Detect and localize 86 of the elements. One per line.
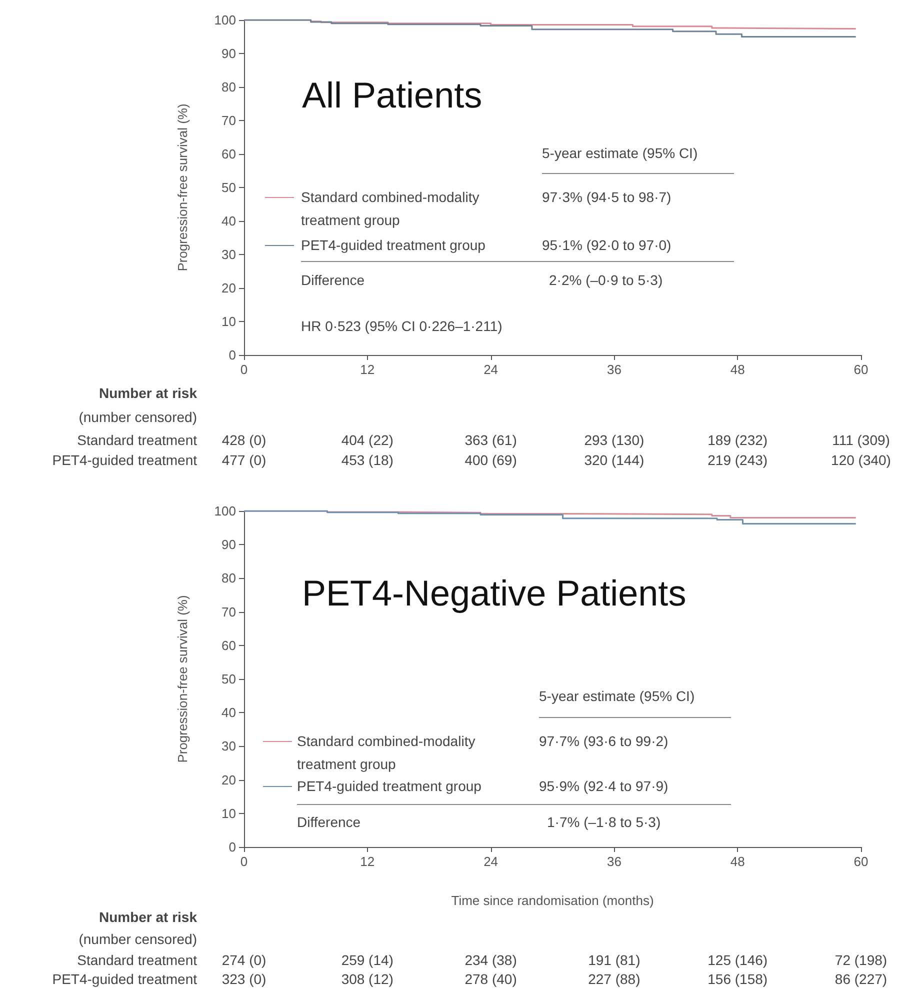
text: 404 (22)	[341, 431, 394, 449]
legend-label: Standard combined-modality treatment group	[301, 188, 480, 230]
text: Number at risk	[98, 908, 197, 926]
text: 428 (0)	[222, 431, 266, 449]
text: 125 (146)	[708, 951, 768, 969]
x-tick-label: 60	[854, 362, 868, 377]
text: 219 (243)	[708, 451, 768, 469]
y-tick-label: 100	[214, 504, 236, 518]
annotation: 95·9% (92·4 to 97·9)	[539, 777, 668, 795]
text: 111 (309)	[832, 431, 890, 449]
annotation: Difference	[297, 813, 361, 831]
y-tick-label: 90	[222, 46, 236, 61]
x-tick-label: 24	[484, 854, 498, 869]
text: 308 (12)	[341, 970, 394, 988]
text: Number at risk	[98, 384, 197, 402]
y-tick-label: 20	[222, 280, 236, 296]
x-tick-label: 0	[240, 854, 248, 869]
text: 191 (81)	[588, 951, 640, 969]
annotation: Difference	[301, 271, 365, 289]
y-tick-label: 80	[222, 570, 236, 586]
annotation: 97·3% (94·5 to 98·7)	[542, 188, 672, 206]
x-tick-label: 60	[854, 854, 868, 869]
text: 227 (88)	[588, 970, 640, 988]
text: 156 (158)	[708, 970, 768, 988]
legend-label: PET4-guided treatment group	[301, 236, 486, 255]
text: 278 (40)	[464, 970, 517, 988]
text: 323 (0)	[222, 970, 266, 988]
x-axis-title: Time since randomisation (months)	[451, 893, 654, 908]
x-tick-label: 24	[484, 362, 498, 377]
annotation: 2·2% (–0·9 to 5·3)	[549, 271, 663, 289]
text: Standard treatment	[77, 431, 197, 449]
text: All Patients	[302, 74, 482, 116]
text: 293 (130)	[584, 431, 644, 449]
annotation: 1·7% (–1·8 to 5·3)	[547, 813, 661, 831]
text: 320 (144)	[584, 451, 644, 469]
y-tick-label: 0	[228, 840, 236, 854]
text: 400 (69)	[464, 451, 517, 469]
x-tick-label: 36	[606, 854, 622, 869]
annotation: 95·1% (92·0 to 97·0)	[542, 236, 672, 254]
annotation: 5-year estimate (95% CI)	[539, 687, 695, 705]
y-tick-label: 70	[222, 113, 236, 128]
y-tick-label: 0	[228, 348, 236, 362]
text: 189 (232)	[708, 431, 768, 449]
x-tick-label: 48	[730, 362, 745, 377]
y-tick-label: 30	[222, 738, 236, 754]
text: 259 (14)	[341, 951, 394, 969]
y-tick-label: 70	[222, 604, 236, 620]
text: (number censored)	[78, 930, 197, 948]
text: 274 (0)	[222, 951, 266, 969]
y-tick-label: 20	[222, 772, 236, 788]
y-tick-label: 50	[222, 180, 236, 195]
legend-label: PET4-guided treatment group	[297, 777, 482, 796]
y-tick-label: 100	[214, 12, 236, 28]
text: 477 (0)	[222, 451, 266, 469]
x-tick-label: 0	[240, 362, 248, 377]
text: 72 (198)	[834, 951, 888, 969]
y-axis-title: Progression-free survival (%)	[175, 104, 190, 272]
text: 234 (38)	[464, 951, 517, 969]
x-tick-label: 12	[360, 854, 375, 869]
text: PET4-guided treatment	[52, 451, 197, 469]
y-tick-label: 40	[222, 214, 236, 228]
text: PET4-Negative Patients	[302, 572, 686, 614]
annotation: 97·7% (93·6 to 99·2)	[539, 732, 668, 750]
text: (number censored)	[78, 408, 197, 426]
y-tick-label: 10	[222, 314, 236, 329]
y-tick-label: 80	[222, 80, 236, 94]
y-tick-label: 40	[222, 705, 236, 720]
text: 120 (340)	[831, 451, 891, 469]
y-tick-label: 60	[222, 146, 236, 162]
y-tick-label: 10	[222, 806, 236, 821]
text: 86 (227)	[834, 970, 888, 988]
legend-label: Standard combined-modality treatment group	[297, 732, 476, 774]
x-tick-label: 12	[360, 362, 375, 377]
x-tick-label: 36	[606, 362, 622, 377]
y-tick-label: 90	[222, 537, 236, 552]
text: PET4-guided treatment	[52, 970, 197, 988]
y-tick-label: 30	[222, 247, 236, 262]
y-axis-title: Progression-free survival (%)	[175, 595, 190, 763]
y-tick-label: 50	[222, 672, 236, 686]
x-tick-label: 48	[730, 854, 745, 869]
text: 363 (61)	[464, 431, 517, 449]
text: Standard treatment	[77, 951, 197, 969]
y-tick-label: 60	[222, 638, 236, 653]
annotation: HR 0·523 (95% CI 0·226–1·211)	[301, 317, 502, 335]
text: 453 (18)	[341, 451, 394, 469]
annotation: 5-year estimate (95% CI)	[542, 144, 698, 162]
